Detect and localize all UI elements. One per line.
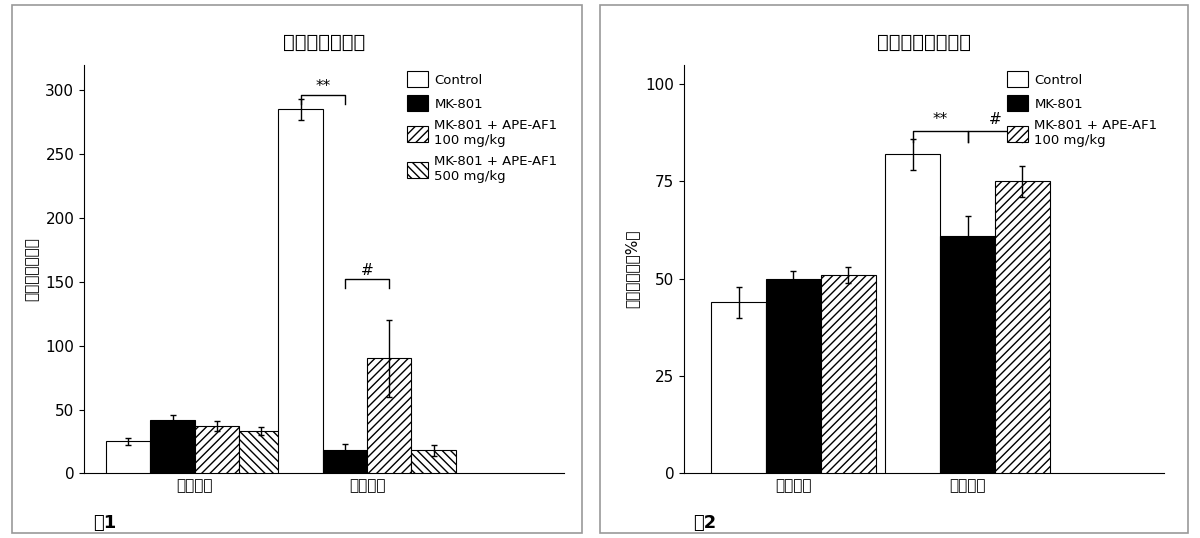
- Legend: Control, MK-801, MK-801 + APE-AF1
100 mg/kg: Control, MK-801, MK-801 + APE-AF1 100 mg…: [1007, 71, 1158, 147]
- Title: 新奇物体認識試験: 新奇物体認識試験: [877, 33, 971, 52]
- Bar: [278, 109, 323, 473]
- Text: 図1: 図1: [94, 514, 116, 532]
- Text: **: **: [316, 79, 330, 94]
- Bar: [940, 236, 995, 473]
- Bar: [886, 154, 940, 473]
- Bar: [194, 426, 239, 473]
- Bar: [412, 450, 456, 473]
- Legend: Control, MK-801, MK-801 + APE-AF1
100 mg/kg, MK-801 + APE-AF1
500 mg/kg: Control, MK-801, MK-801 + APE-AF1 100 mg…: [407, 71, 558, 183]
- Bar: [106, 442, 150, 473]
- Y-axis label: 探索嗜好性（%）: 探索嗜好性（%）: [625, 230, 640, 308]
- Text: #: #: [361, 263, 373, 278]
- Bar: [766, 279, 821, 473]
- Text: 図2: 図2: [694, 514, 716, 532]
- Bar: [323, 450, 367, 473]
- Bar: [995, 181, 1050, 473]
- Text: **: **: [932, 112, 948, 127]
- Bar: [821, 275, 876, 473]
- Bar: [150, 420, 194, 473]
- Title: 受動的回避試験: 受動的回避試験: [283, 33, 365, 52]
- Y-axis label: 反応潜時（秒）: 反応潜時（秒）: [25, 237, 40, 301]
- Bar: [712, 302, 766, 473]
- Text: #: #: [989, 112, 1001, 127]
- Bar: [367, 358, 412, 473]
- Bar: [239, 431, 283, 473]
